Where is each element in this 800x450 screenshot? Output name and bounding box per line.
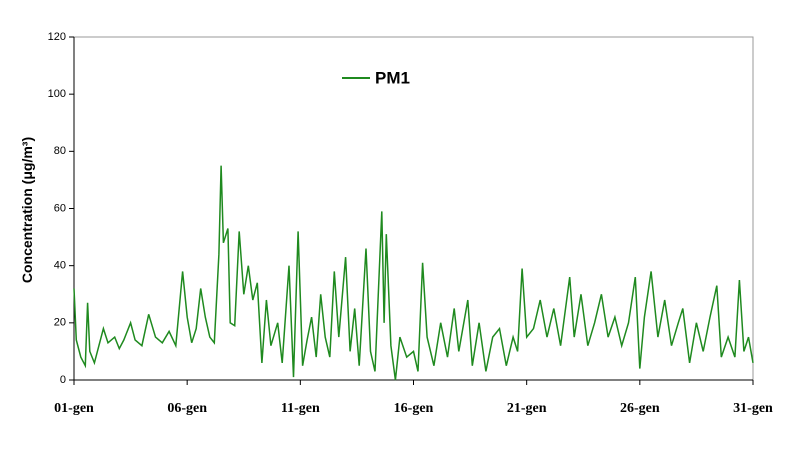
legend-label: PM1 bbox=[375, 68, 410, 87]
data-line bbox=[73, 165, 754, 381]
y-tick-label: 80 bbox=[54, 145, 66, 157]
x-tick-label: 01-gen bbox=[54, 401, 94, 416]
y-tick-label: 60 bbox=[54, 202, 66, 214]
x-tick-label: 26-gen bbox=[620, 401, 660, 416]
y-tick-label: 40 bbox=[54, 260, 66, 272]
x-tick-label: 16-gen bbox=[394, 401, 434, 416]
y-tick-label: 20 bbox=[54, 317, 66, 329]
plot-area bbox=[73, 36, 754, 381]
x-tick-label: 21-gen bbox=[507, 401, 547, 416]
x-tick-label: 06-gen bbox=[167, 401, 207, 416]
x-tick-label: 31-gen bbox=[733, 401, 773, 416]
y-tick-label: 100 bbox=[48, 88, 66, 100]
y-tick-label: 0 bbox=[60, 374, 66, 386]
y-tick-label: 120 bbox=[48, 31, 66, 43]
y-axis-title: Concentration (μg/m³) bbox=[19, 137, 35, 283]
x-tick-label: 11-gen bbox=[281, 401, 320, 416]
